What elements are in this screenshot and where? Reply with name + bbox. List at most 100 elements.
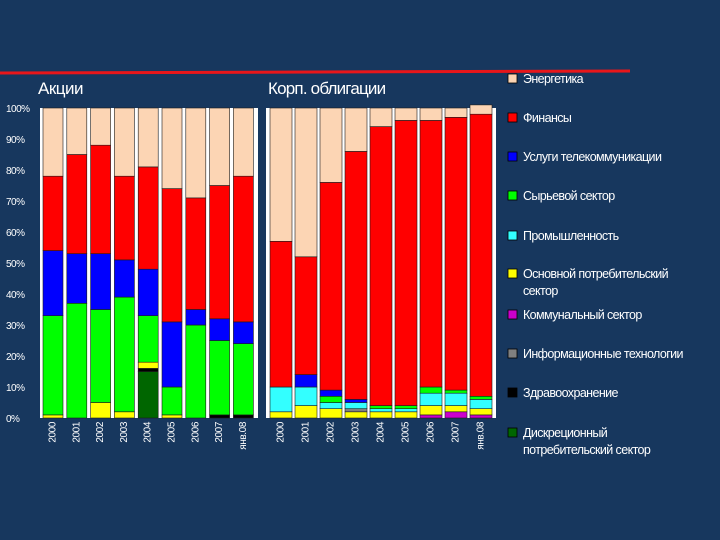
bonds-bar-segment: [469, 395, 493, 400]
stocks-bar-segment: [90, 253, 111, 310]
stocks-bar-segment: [209, 107, 230, 186]
stocks-bar-segment: [90, 402, 111, 419]
legend-swatch: [507, 309, 518, 320]
stocks-x-tick-label: 2004: [143, 421, 154, 442]
stocks-bar-segment: [114, 411, 135, 419]
stocks-bar-segment: [137, 166, 159, 270]
bonds-bar-segment: [369, 107, 393, 127]
y-tick-label: 90%: [6, 135, 25, 146]
bonds-x-tick-label: 2006: [426, 421, 437, 442]
legend-swatch: [507, 387, 518, 398]
bonds-bar-segment: [369, 411, 393, 419]
legend-label: Энергетика: [523, 72, 584, 86]
bonds-bar-segment: [319, 389, 343, 397]
stocks-bar-segment: [66, 107, 88, 155]
bonds-chart-title: Корп. облигации: [268, 79, 386, 98]
stocks-x-tick-label: 2007: [214, 421, 225, 442]
legend-label: Дискреционный: [523, 426, 608, 440]
y-tick-label: 60%: [6, 228, 25, 239]
stocks-bar-segment: [42, 175, 64, 251]
bonds-bar-segment: [394, 408, 418, 413]
bonds-bar-segment: [344, 399, 368, 403]
bonds-bar-segment: [319, 402, 343, 409]
bonds-bar-segment: [294, 374, 318, 388]
stocks-bar-segment: [185, 309, 207, 326]
bonds-bar-segment: [269, 411, 293, 419]
y-tick-label: 70%: [6, 197, 25, 208]
bonds-bar-segment: [369, 405, 393, 410]
stocks-x-tick-label: 2002: [95, 421, 106, 442]
stocks-chart-title: Акции: [38, 79, 83, 98]
stocks-x-tick-label: 2001: [71, 421, 82, 442]
accent-line: [0, 69, 631, 75]
bonds-x-tick-label: 2001: [301, 421, 312, 442]
bonds-bar-segment: [344, 107, 368, 152]
stocks-bar-segment: [137, 368, 159, 372]
stocks-bar-segment: [161, 107, 183, 189]
legend-label: Коммунальный сектор: [523, 308, 642, 322]
bonds-bar-segment: [419, 392, 443, 406]
legend-label: Финансы: [523, 111, 572, 125]
bonds-bar-segment: [419, 405, 443, 416]
stocks-bar-segment: [42, 414, 64, 419]
stocks-bar-segment: [233, 414, 254, 419]
stocks-x-tick-label: янв.08: [238, 421, 249, 450]
legend-swatch: [507, 190, 518, 201]
bonds-bar-segment: [444, 117, 468, 391]
stocks-x-tick-label: 2000: [48, 421, 59, 442]
stocks-bar-segment: [185, 197, 207, 310]
bonds-bar-segment: [269, 386, 293, 413]
legend: Энергетика Финансы Услуги телекоммуникации…: [507, 72, 684, 457]
stocks-x-axis: 2000 2001 2002 2003 2004 2005 2006 2007 янв.08: [48, 421, 249, 450]
bonds-x-tick-label: 2005: [401, 421, 412, 442]
bonds-bar-segment: [344, 151, 368, 400]
legend-swatch: [507, 348, 518, 359]
y-tick-label: 20%: [6, 352, 25, 363]
bonds-bar-segment: [419, 107, 443, 121]
legend-swatch: [507, 230, 518, 241]
bonds-x-axis: 2000 2001 2002 2003 2004 2005 2006 2007 янв.08: [276, 421, 487, 450]
bonds-bar-segment: [469, 113, 493, 397]
stocks-bar-segment: [42, 315, 64, 416]
bonds-bar-segment: [444, 107, 468, 118]
stocks-bar-segment: [90, 107, 111, 146]
bonds-x-tick-label: янв.08: [476, 421, 487, 450]
stocks-bar-segment: [137, 361, 159, 369]
legend-label: Здравоохранение: [523, 386, 619, 400]
bonds-bar-segment: [394, 411, 418, 419]
stocks-bar-segment: [233, 175, 254, 323]
bonds-bar-segment: [269, 241, 293, 388]
legend-label: Сырьевой сектор: [523, 189, 615, 203]
bonds-bar-segment: [294, 405, 318, 419]
stocks-bars: [42, 107, 254, 419]
legend-swatch: [507, 427, 518, 438]
bonds-x-tick-label: 2004: [376, 421, 387, 442]
legend-label: потребительский сектор: [523, 443, 651, 457]
stocks-x-tick-label: 2006: [190, 421, 201, 442]
bonds-bar-segment: [469, 104, 493, 115]
bonds-bar-segment: [444, 405, 468, 413]
legend-swatch: [507, 112, 518, 123]
y-tick-label: 100%: [6, 104, 30, 115]
bonds-bar-segment: [419, 120, 443, 388]
bonds-x-tick-label: 2007: [451, 421, 462, 442]
bonds-bar-segment: [369, 126, 393, 406]
stocks-bar-segment: [66, 302, 88, 419]
bonds-bar-segment: [444, 411, 468, 419]
bonds-bar-segment: [294, 256, 318, 375]
stocks-bar-segment: [137, 268, 159, 317]
bonds-bar-segment: [344, 408, 368, 413]
legend-label: Услуги телекоммуникации: [523, 150, 662, 164]
bonds-bar-segment: [444, 389, 468, 394]
stocks-bar-segment: [233, 107, 254, 177]
stocks-bar-segment: [233, 321, 254, 344]
bonds-x-tick-label: 2003: [351, 421, 362, 442]
stocks-bar-segment: [137, 107, 159, 168]
stocks-bar-segment: [42, 250, 64, 317]
bonds-bar-segment: [469, 414, 493, 419]
stocks-bar-segment: [209, 414, 230, 419]
stocks-bar-segment: [161, 188, 183, 323]
bonds-bar-segment: [444, 392, 468, 406]
legend-label: Основной потребительский: [523, 267, 669, 281]
